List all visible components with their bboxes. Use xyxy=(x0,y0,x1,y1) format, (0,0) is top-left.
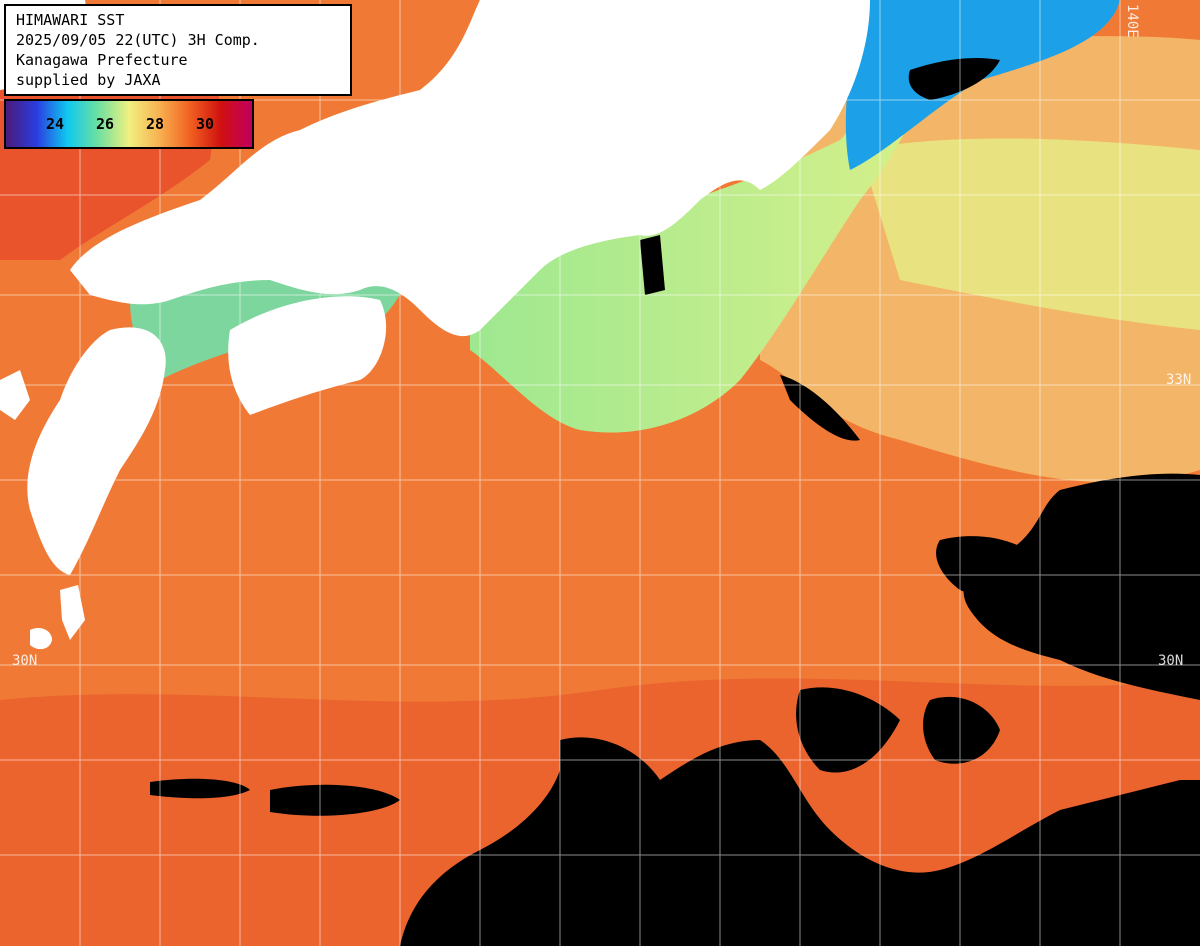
cloud-patch xyxy=(908,58,1000,100)
legend-tick-26: 26 xyxy=(96,115,115,133)
cloud-patch xyxy=(796,687,900,773)
yellow-green-water-region xyxy=(860,138,1200,330)
cold-water-patch xyxy=(845,0,1120,170)
info-prefecture: Kanagawa Prefecture xyxy=(16,51,188,69)
cloud-patch xyxy=(923,696,1000,764)
land-kyushu xyxy=(27,327,166,575)
lat-label-30-left: 30N xyxy=(12,653,38,669)
cloud-patch xyxy=(270,784,400,816)
info-title: HIMAWARI SST xyxy=(16,11,125,29)
coastal-cool-band xyxy=(470,0,940,433)
cloud-patch xyxy=(936,536,1040,594)
cloud-patch xyxy=(150,778,250,799)
land-yakushima xyxy=(30,628,52,650)
land-tanegashima xyxy=(60,585,85,640)
color-scale-bar xyxy=(6,101,252,147)
lon-label-130: 130E xyxy=(484,8,500,42)
color-scale-legend: 24 26 28 30 xyxy=(4,99,254,149)
info-supplier: supplied by JAXA xyxy=(16,71,161,89)
land-honshu xyxy=(70,0,870,337)
legend-tick-28: 28 xyxy=(146,115,165,133)
lat-label-33: 33N xyxy=(1166,372,1192,388)
legend-tick-24: 24 xyxy=(46,115,65,133)
land-tsushima xyxy=(0,370,30,420)
legend-tick-30: 30 xyxy=(196,115,215,133)
cloud-patch xyxy=(963,473,1200,700)
lon-label-140: 140E xyxy=(1124,4,1140,38)
info-box: HIMAWARI SST 2025/09/05 22(UTC) 3H Comp.… xyxy=(4,4,352,96)
info-timestamp: 2025/09/05 22(UTC) 3H Comp. xyxy=(16,31,260,49)
cloud-patch xyxy=(640,235,665,295)
lat-label-30-right: 30N xyxy=(1158,653,1184,669)
